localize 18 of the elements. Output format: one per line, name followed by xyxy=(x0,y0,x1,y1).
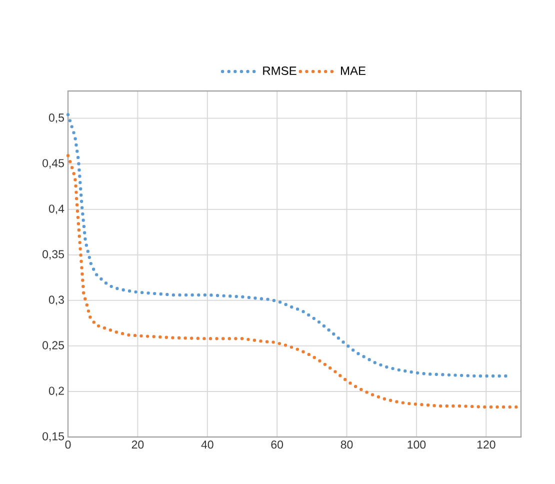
x-tick-label: 100 xyxy=(408,440,426,449)
legend-label: RMSE xyxy=(263,66,296,76)
y-tick-label: 0,45 xyxy=(42,159,64,169)
x-tick-label: 60 xyxy=(271,440,284,449)
x-tick-label: 0 xyxy=(65,440,71,449)
y-tick-label: 0,15 xyxy=(42,432,64,442)
x-tick-label: 120 xyxy=(477,440,496,449)
y-tick-label: 0,25 xyxy=(42,341,64,351)
x-tick-label: 40 xyxy=(201,440,214,449)
line-series xyxy=(66,154,520,409)
legend-label: MAE xyxy=(341,66,366,75)
y-tick-label: 0,35 xyxy=(42,250,64,260)
y-tick-label: 0,4 xyxy=(48,204,64,214)
x-tick-label: 20 xyxy=(132,440,144,449)
y-tick-label: 0,5 xyxy=(48,114,64,124)
y-tick-label: 0,2 xyxy=(48,386,64,396)
x-tick-label: 80 xyxy=(340,440,353,449)
y-tick-label: 0,3 xyxy=(48,296,64,306)
